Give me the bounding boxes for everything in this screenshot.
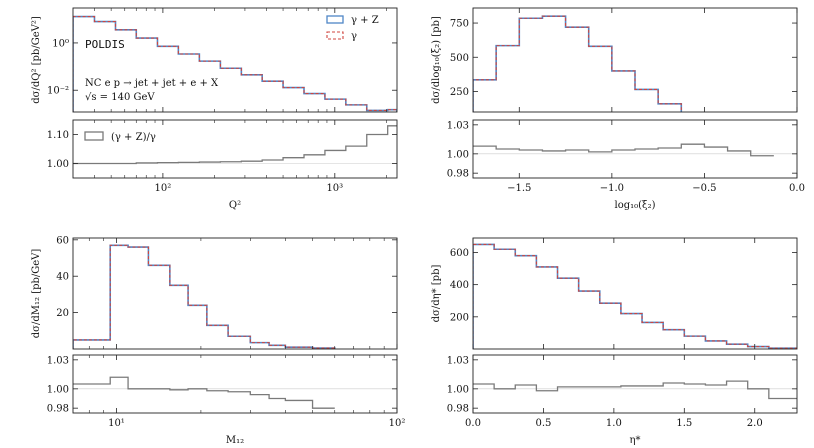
x-tick-label-eta-0: 0.0 xyxy=(465,418,481,429)
main-frame-m12 xyxy=(72,237,398,350)
chart-panel-xi2: 250 500 750 0.98 1.00 1.03 −1.5 −1.0 −0.5 0.0 log₁… xyxy=(431,7,805,211)
y-tick-label-eta-1: 400 xyxy=(450,280,469,291)
annotation-program: POLDIS xyxy=(85,38,125,51)
ratio-tick-label-m12-2: 1.03 xyxy=(47,355,69,366)
ratio-frame-xi2 xyxy=(472,119,798,179)
chart-panel-q2: 10⁰ 10⁻² 1.00 1.10 10² 10³ Q² dσ/dQ² [pb/GeV²] γ… xyxy=(31,7,398,211)
ratio-legend-swatch xyxy=(84,131,104,141)
y-tick-label-q2-1: 10⁻² xyxy=(47,86,69,97)
y-tick-label-m12-1: 40 xyxy=(56,272,69,283)
annotation-energy: √s = 140 GeV xyxy=(85,92,155,103)
y-axis-label-eta: dσ/dη* [pb] xyxy=(431,265,442,323)
x-axis-label-eta: η* xyxy=(630,435,641,446)
y-tick-label-m12-0: 20 xyxy=(56,308,69,319)
ratio-series-q2 xyxy=(73,125,397,165)
y-axis-label-xi2: dσ/dlog₁₀(ξ₂) [pb] xyxy=(431,16,442,104)
y-axis-label-m12: dσ/dM₁₂ [pb/GeV] xyxy=(31,249,42,339)
series-gamma-eta xyxy=(473,243,797,349)
y-tick-label-xi2-0: 250 xyxy=(450,87,469,98)
x-tick-label-m12-1: 10² xyxy=(389,418,406,429)
x-tick-label-eta-3: 1.5 xyxy=(676,418,692,429)
series-gamma-q2 xyxy=(73,16,397,112)
ratio-legend-label: (γ + Z)/γ xyxy=(111,132,156,143)
legend-swatch-gamma xyxy=(326,31,344,40)
series-gamma-z-eta xyxy=(473,243,797,349)
y-tick-label-eta-2: 600 xyxy=(450,248,469,259)
ratio-series-m12 xyxy=(73,376,335,409)
annotation-process: NC e p → jet + jet + e + X xyxy=(85,78,219,89)
ratio-tick-label-q2-1: 1.10 xyxy=(47,130,69,141)
ratio-tick-label-xi2-0: 0.98 xyxy=(447,169,469,180)
ratio-tick-label-eta-0: 0.98 xyxy=(447,404,469,415)
x-tick-label-m12-0: 10¹ xyxy=(108,418,125,429)
ratio-tick-label-eta-2: 1.03 xyxy=(447,355,469,366)
ratio-tick-label-m12-0: 0.98 xyxy=(47,404,69,415)
x-axis-label-xi2: log₁₀(ξ₂) xyxy=(615,200,656,211)
main-frame-q2 xyxy=(72,7,398,113)
series-gamma-z-m12 xyxy=(73,244,336,349)
y-tick-label-m12-2: 60 xyxy=(56,235,69,246)
x-tick-label-xi2-2: −0.5 xyxy=(692,183,716,194)
ratio-frame-m12 xyxy=(72,354,398,414)
ratio-tick-label-xi2-1: 1.00 xyxy=(447,149,469,160)
chart-panel-m12: 20 40 60 0.98 1.00 1.03 10¹ 10² M₁₂ dσ/dM₁₂ [pb/G… xyxy=(31,235,405,446)
x-tick-label-q2-1: 10³ xyxy=(326,183,343,194)
x-tick-label-xi2-1: −1.0 xyxy=(600,183,624,194)
legend: γ + Z γ xyxy=(326,15,379,42)
legend-label-gamma: γ xyxy=(351,31,357,42)
legend-label-gamma-z: γ + Z xyxy=(351,15,379,26)
chart-panel-eta: 200 400 600 0.98 1.00 1.03 0.0 0.5 1.0 1.5 2.0 η* dσ… xyxy=(431,237,798,446)
y-axis-label-q2: dσ/dQ² [pb/GeV²] xyxy=(31,16,42,104)
ratio-tick-label-q2-0: 1.00 xyxy=(47,159,69,170)
series-gamma-xi2 xyxy=(473,15,775,112)
ratio-frame-q2 xyxy=(72,119,398,179)
y-tick-label-q2-0: 10⁰ xyxy=(52,38,69,49)
ratio-series-eta xyxy=(473,380,797,400)
ratio-frame-eta xyxy=(472,354,798,414)
ratio-tick-label-xi2-2: 1.03 xyxy=(447,120,469,131)
x-tick-label-q2-0: 10² xyxy=(155,183,172,194)
x-tick-label-eta-1: 0.5 xyxy=(535,418,551,429)
x-axis-label-m12: M₁₂ xyxy=(226,435,244,446)
series-gamma-m12 xyxy=(73,244,336,349)
x-tick-label-eta-4: 2.0 xyxy=(747,418,763,429)
x-tick-label-xi2-3: 0.0 xyxy=(789,183,805,194)
x-tick-label-xi2-0: −1.5 xyxy=(507,183,531,194)
x-tick-label-eta-2: 1.0 xyxy=(606,418,622,429)
main-frame-xi2 xyxy=(472,7,798,113)
y-tick-label-xi2-1: 500 xyxy=(450,53,469,64)
y-tick-label-eta-0: 200 xyxy=(450,312,469,323)
main-frame-eta xyxy=(472,237,798,350)
y-tick-label-xi2-2: 750 xyxy=(450,19,469,30)
ratio-series-xi2 xyxy=(473,143,774,157)
x-axis-label-q2: Q² xyxy=(229,200,241,211)
ratio-tick-label-eta-1: 1.00 xyxy=(447,384,469,395)
ratio-tick-label-m12-1: 1.00 xyxy=(47,384,69,395)
legend-swatch-gamma-z xyxy=(326,15,344,24)
